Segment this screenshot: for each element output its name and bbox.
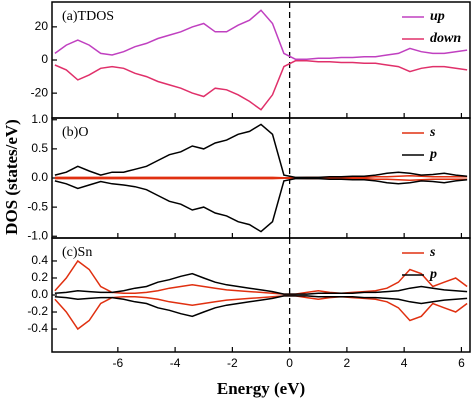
dos-line <box>54 9 468 60</box>
dos-line <box>54 174 468 179</box>
dos-line <box>54 123 468 179</box>
x-tick-label: -2 <box>227 356 238 370</box>
y-axis-label: DOS (states/eV) <box>2 119 21 235</box>
legend-label: up <box>430 9 445 24</box>
x-tick-label: 4 <box>401 356 408 370</box>
panel-title: (c)Sn <box>62 245 92 260</box>
panel-title: (b)O <box>62 125 88 140</box>
y-tick-label: 0.0 <box>31 170 48 184</box>
x-tick-label: 2 <box>344 356 351 370</box>
x-tick-label: 0 <box>286 356 293 370</box>
y-tick-label: 0.0 <box>31 287 48 301</box>
x-tick-label: 6 <box>458 356 465 370</box>
y-tick-label: 0 <box>41 52 48 66</box>
dos-line <box>54 295 468 331</box>
y-tick-label: -0.4 <box>27 321 48 335</box>
y-tick-label: 0.5 <box>31 141 48 155</box>
y-tick-label: 0.2 <box>31 270 48 284</box>
x-axis-label: Energy (eV) <box>217 379 305 398</box>
panel-frame <box>51 1 471 119</box>
dos-line <box>54 295 468 318</box>
legend-label: s <box>429 125 436 140</box>
y-tick-label: 0.4 <box>31 253 48 267</box>
dos-line <box>54 177 468 233</box>
legend-label: s <box>429 245 436 260</box>
dos-line <box>54 177 468 182</box>
dos-line <box>54 272 468 295</box>
legend-label: p <box>429 147 437 162</box>
y-tick-label: -20 <box>31 85 49 99</box>
y-tick-label: 20 <box>35 19 49 33</box>
y-tick-label: -0.2 <box>27 304 48 318</box>
legend-label: down <box>430 31 461 46</box>
x-tick-label: -6 <box>113 356 124 370</box>
panel-frame <box>51 237 471 353</box>
y-tick-label: -0.5 <box>27 199 48 213</box>
y-tick-label: 1.0 <box>31 112 48 126</box>
panel-title: (a)TDOS <box>62 9 114 24</box>
y-tick-label: -1.0 <box>27 228 48 242</box>
dos-line <box>54 60 468 111</box>
x-tick-label: -4 <box>170 356 181 370</box>
legend-label: p <box>429 267 437 282</box>
dos-line <box>54 259 468 295</box>
